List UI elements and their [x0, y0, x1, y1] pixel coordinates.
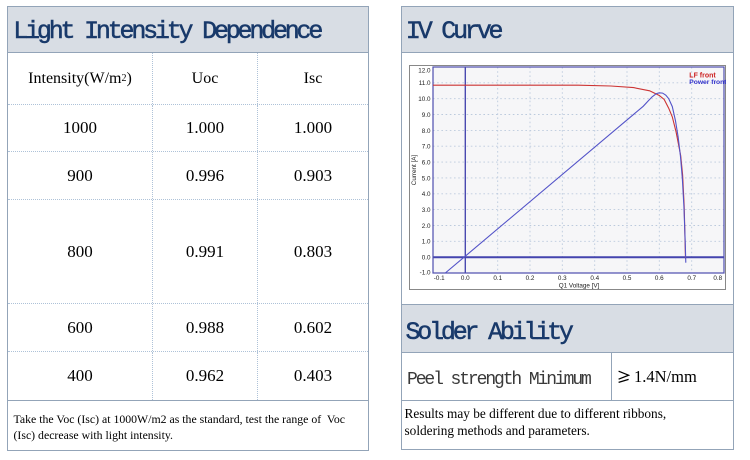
svg-text:0.3: 0.3 — [558, 275, 567, 282]
svg-text:8.0: 8.0 — [422, 128, 431, 135]
svg-text:2.0: 2.0 — [422, 223, 431, 230]
svg-text:-0.1: -0.1 — [434, 275, 445, 282]
svg-text:0.6: 0.6 — [655, 275, 664, 282]
svg-text:0.0: 0.0 — [461, 275, 470, 282]
svg-text:5.0: 5.0 — [422, 175, 431, 182]
svg-text:11.0: 11.0 — [419, 80, 431, 87]
svg-text:0.1: 0.1 — [493, 275, 502, 282]
svg-text:Q1 Voltage [V]: Q1 Voltage [V] — [559, 283, 600, 290]
svg-text:0.0: 0.0 — [422, 255, 431, 262]
svg-text:Power front: Power front — [689, 79, 726, 86]
svg-text:0.7: 0.7 — [687, 275, 696, 282]
svg-text:0.2: 0.2 — [526, 275, 535, 282]
svg-text:10.0: 10.0 — [418, 96, 431, 103]
svg-text:-1.0: -1.0 — [420, 269, 431, 276]
svg-text:LF front: LF front — [689, 72, 716, 79]
svg-text:7.0: 7.0 — [422, 144, 431, 151]
svg-text:Current [A]: Current [A] — [411, 155, 418, 186]
svg-text:3.0: 3.0 — [422, 207, 431, 214]
svg-text:9.0: 9.0 — [422, 112, 431, 119]
svg-text:6.0: 6.0 — [422, 160, 431, 167]
svg-text:0.4: 0.4 — [590, 275, 599, 282]
svg-text:4.0: 4.0 — [422, 191, 431, 198]
svg-text:12.0: 12.0 — [418, 67, 431, 74]
svg-text:1.0: 1.0 — [422, 239, 431, 246]
svg-text:0.8: 0.8 — [713, 275, 722, 282]
svg-text:0.5: 0.5 — [623, 275, 632, 282]
